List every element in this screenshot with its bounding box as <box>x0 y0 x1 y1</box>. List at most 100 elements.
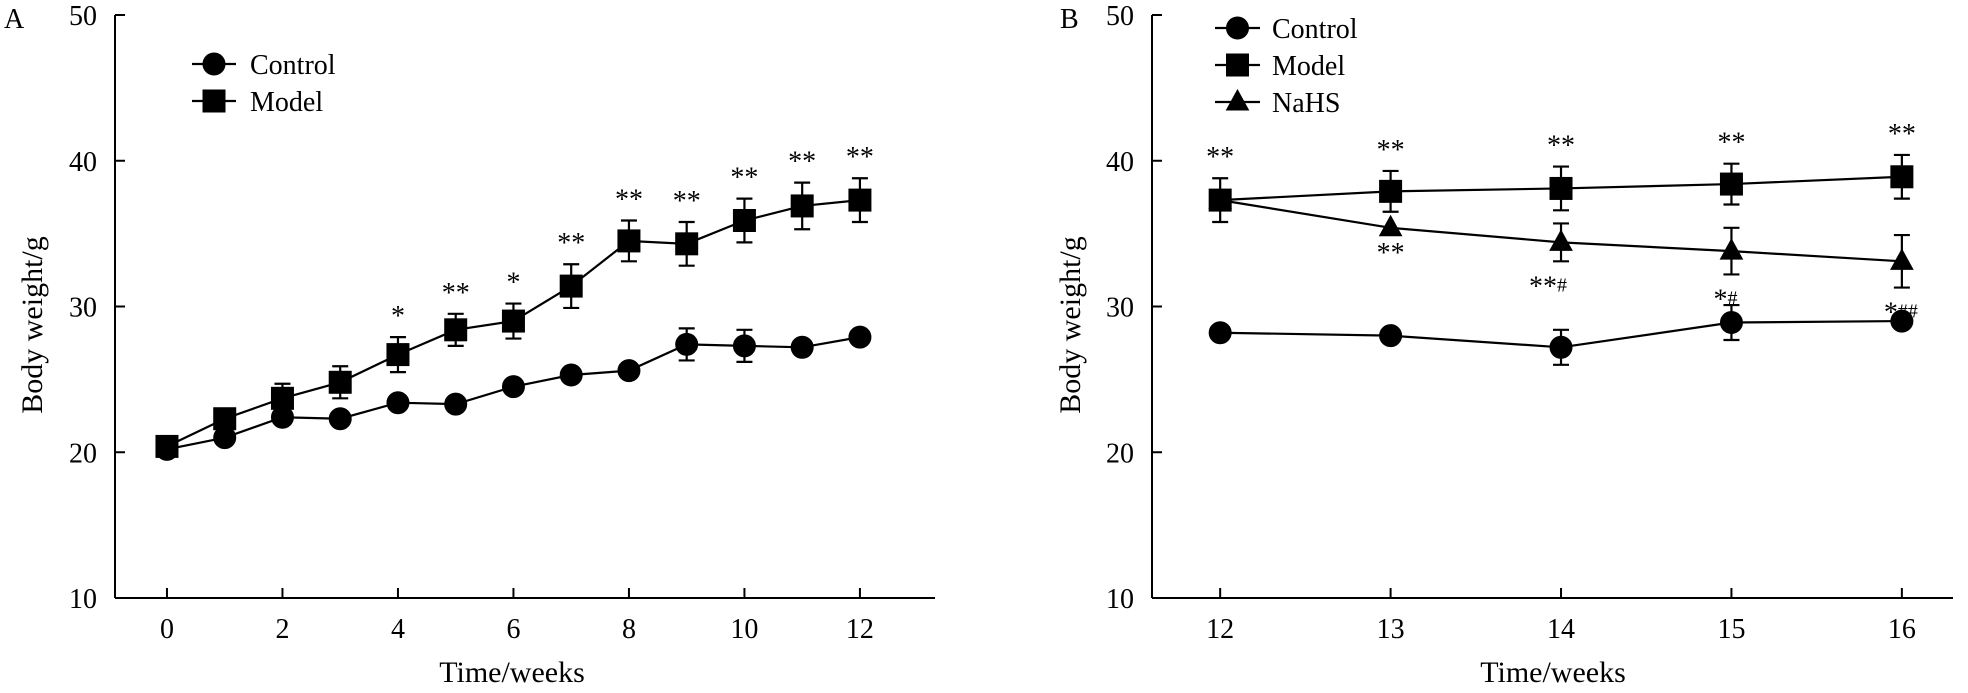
panel-b-legend-label-control: Control <box>1272 14 1358 45</box>
panel-b-significance-mark: ** <box>1206 142 1234 173</box>
panel-a-series-control-point <box>675 332 699 356</box>
panel-a-error-bars <box>274 177 868 414</box>
panel-a-x-axis-title: Time/weeks <box>439 656 585 689</box>
panel-a-x-tick-label: 0 <box>160 614 174 645</box>
panel-a-series-control-point <box>559 363 583 387</box>
panel-b-x-tick-label: 16 <box>1888 614 1916 645</box>
panel-b-legend-label-nahs: NaHS <box>1272 88 1340 119</box>
panel-b-y-tick-label: 30 <box>1106 293 1134 324</box>
panel-a-y-tick-label: 40 <box>69 147 97 178</box>
panel-b-y-tick-label: 10 <box>1106 584 1134 615</box>
panel-b-y-axis-title: Body weight/g <box>1054 236 1087 414</box>
panel-a-significance-mark: * <box>391 301 405 332</box>
panel-b-series-nahs-point <box>1890 248 1914 270</box>
panel-a-series-model-point <box>444 318 468 342</box>
panel-b-x-tick-label: 15 <box>1717 614 1745 645</box>
panel-b-legend-marker-model <box>1226 53 1249 77</box>
panel-a-markers <box>155 188 872 461</box>
panel-b-significance-mark: * <box>1713 284 1727 315</box>
panel-a-letter: A <box>4 4 25 35</box>
panel-b-significance-mark: ** <box>1377 238 1405 269</box>
panel-b-legend-marker-nahs <box>1225 88 1250 111</box>
panel-b-series-control-point <box>1719 311 1743 335</box>
panel-b-x-tick-label: 13 <box>1377 614 1405 645</box>
panel-a-series-control-point <box>617 359 641 383</box>
panel-a-x-tick-label: 8 <box>622 614 636 645</box>
panel-a-y-axis-title: Body weight/g <box>16 236 49 414</box>
panel-a-legend-marker-model <box>202 89 226 113</box>
panel-b-y-tick-label: 20 <box>1106 438 1134 469</box>
panel-a-y-tick-label: 10 <box>69 584 97 615</box>
panel-a-y-tick-label: 50 <box>69 1 97 32</box>
panel-a-series-model-point <box>848 188 872 212</box>
panel-b-legend-label-model: Model <box>1272 51 1345 82</box>
panel-b-hash-mark: # <box>1557 274 1567 296</box>
panel-a-x-tick-label: 12 <box>846 614 874 645</box>
panel-a-legend-marker-control <box>202 52 226 76</box>
panel-b-legend-marker-control <box>1226 16 1249 40</box>
panel-a-significance-mark: * <box>506 268 520 299</box>
panel-a-significance-mark: ** <box>788 147 816 178</box>
panel-b-hash-mark: ## <box>1898 301 1918 323</box>
panel-b-letter: B <box>1060 4 1079 35</box>
panel-b-significance-mark: * <box>1884 298 1898 329</box>
panel-b-y-tick-label: 40 <box>1106 147 1134 178</box>
panel-b-significance-mark: ** <box>1547 131 1575 162</box>
panel-a-series-model-point <box>155 434 179 458</box>
panel-a-series-control-point <box>501 375 525 399</box>
panel-a-significance-mark: ** <box>557 228 585 259</box>
panel-a-series-model-point <box>328 370 352 394</box>
panel-b-annotations: ** ** ** ** ****** # * # * ## <box>1206 119 1918 329</box>
panel-a-series-model-point <box>790 194 814 218</box>
panel-b-significance-mark: ** <box>1377 135 1405 166</box>
panel-b-series-nahs-point <box>1719 238 1744 260</box>
panel-b-series-nahs-point <box>1378 214 1403 237</box>
panel-b-x-axis-title: Time/weeks <box>1480 656 1626 689</box>
panel-b-series-control-point <box>1208 321 1232 345</box>
panel-a-legend-label-control: Control <box>250 50 336 81</box>
panel-b-series-model-point <box>1890 165 1914 189</box>
panel-a-series-model-point <box>270 386 294 410</box>
panel-a-legend-label-model: Model <box>250 87 323 118</box>
panel-a-series-model-point <box>675 232 699 256</box>
panel-a-series-model-point <box>501 309 525 333</box>
panel-a-series-control-point <box>848 325 872 349</box>
panel-a-axes: 10 20 30 40 50 0 2 4 6 8 10 12 <box>69 1 935 645</box>
panel-b-series-control-point <box>1379 324 1403 348</box>
panel-a: A Time/weeks Body weight/g 10 20 30 40 50 0 2 4… <box>4 1 935 689</box>
panel-a-series-control-point <box>444 392 468 416</box>
panel-a-series-model-point <box>617 229 641 253</box>
panel-b-series-nahs-point <box>1549 229 1573 251</box>
panel-a-significance-mark: ** <box>730 163 758 194</box>
panel-a-y-tick-label: 20 <box>69 438 97 469</box>
panel-b-axes: 10 20 30 40 50 12 13 14 15 16 <box>1106 1 1953 645</box>
panel-b-x-tick-label: 14 <box>1547 614 1575 645</box>
panel-b-markers <box>1208 165 1914 359</box>
panel-b-series-control-point <box>1890 309 1914 333</box>
panel-b-series-model-point <box>1379 179 1403 203</box>
panel-b-legend: Control Model NaHS <box>1215 14 1358 119</box>
panel-b-y-tick-label: 50 <box>1106 1 1134 32</box>
panel-a-series-model-point <box>732 209 756 233</box>
panel-b-series-control-point <box>1549 335 1573 359</box>
panel-a-series-model-point <box>213 407 237 431</box>
panel-a-x-tick-label: 4 <box>391 614 405 645</box>
panel-a-significance-mark: ** <box>673 186 701 217</box>
panel-a-x-tick-label: 2 <box>275 614 289 645</box>
panel-a-series-control-point <box>732 334 756 358</box>
panel-a-series-control-point <box>790 335 814 359</box>
panel-a-x-tick-label: 10 <box>730 614 758 645</box>
panel-a-annotations: *** ***** ****** ** <box>391 142 874 332</box>
panel-a-series-control-point <box>386 391 410 415</box>
panel-a-y-tick-label: 30 <box>69 293 97 324</box>
panel-b-significance-mark: ** <box>1529 271 1557 302</box>
panel-a-significance-mark: ** <box>442 278 470 309</box>
panel-a-series-model-point <box>559 274 583 298</box>
panel-b-significance-mark: ** <box>1888 119 1916 150</box>
panel-a-legend: Control Model <box>192 50 336 118</box>
panel-b-significance-mark: ** <box>1717 128 1745 159</box>
panel-b-x-tick-label: 12 <box>1206 614 1234 645</box>
panel-a-x-tick-label: 6 <box>506 614 520 645</box>
